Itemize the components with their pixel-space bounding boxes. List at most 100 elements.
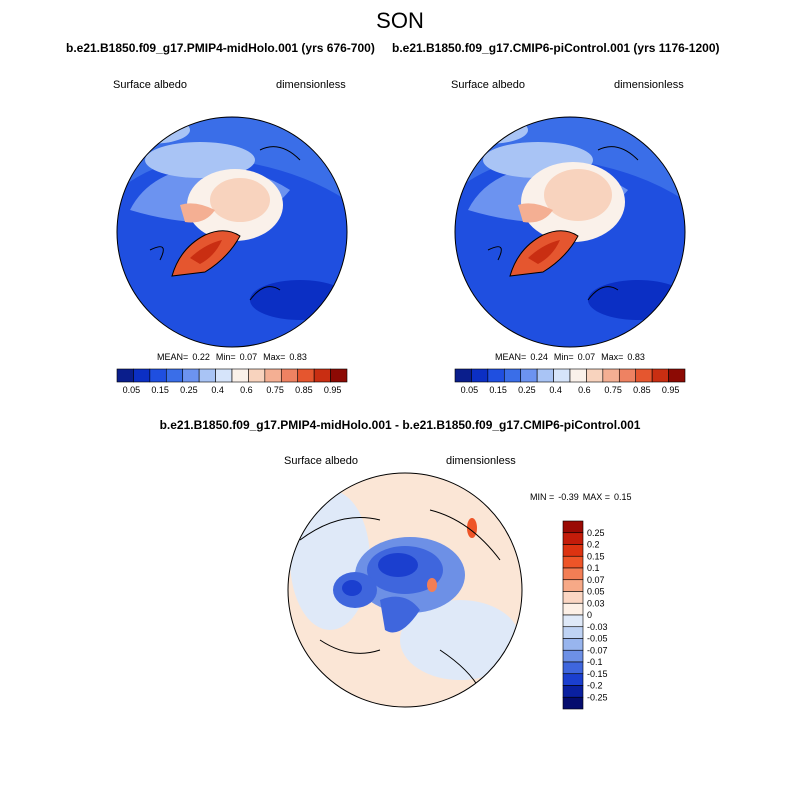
diff-colorbar-swatch	[562, 602, 584, 616]
panel1-map	[117, 117, 347, 347]
diff-colorbar-tick-label: 0.07	[587, 575, 605, 585]
panel2-min-value: 0.07	[578, 352, 596, 362]
diff-colorbar-swatch	[562, 638, 584, 651]
diff-colorbar-tick-label: 0.05	[587, 587, 605, 597]
diff-map-border	[287, 472, 523, 708]
diff-units-label: dimensionless	[446, 455, 516, 467]
panel2-colorbar-swatch	[471, 368, 489, 383]
panel1-colorbar-tick-label: 0.95	[324, 385, 342, 395]
diff-colorbar-tick-label: -0.07	[587, 645, 608, 655]
panel1-variable-label: Surface albedo	[113, 79, 187, 91]
panel1-colorbar-swatch	[231, 368, 249, 383]
panel1-map-border	[116, 116, 348, 348]
diff-colorbar-swatch	[562, 696, 584, 710]
panel2-colorbar-tick-label: 0.05	[461, 385, 479, 395]
diff-colorbar-swatch	[562, 614, 584, 628]
panel2-variable-label: Surface albedo	[451, 79, 525, 91]
diff-colorbar-tick-label: 0.2	[587, 540, 600, 550]
panel1-colorbar: 0.05 0.15 0.25 0.4 0.6 0.75 0.85 0.95	[116, 368, 348, 395]
panel1-units-label: dimensionless	[276, 79, 346, 91]
diff-colorbar-tick-label: -0.1	[587, 657, 603, 667]
panel1-colorbar-swatch	[264, 368, 282, 383]
diff-colorbar-tick-label: -0.2	[587, 681, 603, 691]
diff-colorbar-swatch	[562, 673, 584, 686]
panel1-colorbar-swatch	[297, 368, 315, 383]
diff-min-value: -0.39	[558, 492, 579, 502]
diff-colorbar-swatch	[562, 532, 584, 545]
diff-colorbar-swatch	[562, 685, 584, 698]
diff-colorbar-tick-label: 0.15	[587, 551, 605, 561]
diff-case-title: b.e21.B1850.f09_g17.PMIP4-midHolo.001 - …	[159, 418, 641, 432]
panel1-max-value: 0.83	[289, 352, 307, 362]
panel2-colorbar-tick-label: 0.75	[604, 385, 622, 395]
figure-title: SON	[376, 8, 424, 33]
panel2-map-border	[454, 116, 686, 348]
panel2-map	[455, 117, 685, 347]
panel2-mean-value: 0.24	[530, 352, 548, 362]
panel1-colorbar-swatch	[215, 368, 233, 383]
diff-colorbar-swatch	[562, 555, 584, 569]
panel1-colorbar-swatch	[149, 368, 167, 383]
panel2-colorbar-tick-label: 0.4	[549, 385, 562, 395]
panel1-colorbar-swatch	[198, 368, 216, 383]
panel2-colorbar-swatch	[602, 368, 620, 383]
panel1-min-value: 0.07	[240, 352, 258, 362]
diff-colorbar-tick-label: -0.25	[587, 692, 608, 702]
panel2-colorbar-tick-label: 0.85	[633, 385, 651, 395]
diff-colorbar-swatch	[562, 591, 584, 604]
panel1-colorbar-tick-label: 0.75	[266, 385, 284, 395]
panel1-mean-value: 0.22	[192, 352, 210, 362]
panel1-colorbar-swatch	[248, 368, 266, 383]
diff-stats: MIN = -0.39 MAX = 0.15	[530, 492, 632, 502]
diff-colorbar-tick-label: 0.25	[587, 528, 605, 538]
panel2-colorbar-swatch	[586, 368, 604, 383]
panel1-colorbar-swatch	[133, 368, 151, 383]
diff-colorbar-swatch	[562, 579, 584, 592]
diff-colorbar-tick-label: 0.03	[587, 598, 605, 608]
panel1-colorbar-swatch	[116, 368, 134, 383]
diff-colorbar-swatch	[562, 544, 584, 557]
panel2-colorbar-swatch	[668, 368, 686, 383]
panel2-colorbar-swatch	[651, 368, 669, 383]
panel2-colorbar: 0.05 0.15 0.25 0.4 0.6 0.75 0.85 0.95	[454, 368, 686, 395]
panel2-colorbar-tick-label: 0.95	[662, 385, 680, 395]
panel1-colorbar-tick-label: 0.85	[295, 385, 313, 395]
diff-colorbar-tick-label: 0	[587, 610, 592, 620]
diff-colorbar-tick-label: -0.15	[587, 669, 608, 679]
panel2-colorbar-swatch	[635, 368, 653, 383]
panel2-colorbar-swatch	[553, 368, 571, 383]
panel1-colorbar-tick-label: 0.15	[151, 385, 169, 395]
panel1-colorbar-swatch	[182, 368, 200, 383]
panel2-colorbar-swatch	[454, 368, 472, 383]
panel2-colorbar-tick-label: 0.25	[518, 385, 536, 395]
diff-map	[288, 473, 522, 707]
panel2-colorbar-swatch	[618, 368, 637, 383]
panel2-colorbar-swatch	[520, 368, 538, 383]
panel2-colorbar-swatch	[536, 368, 554, 383]
diff-colorbar-tick-label: -0.05	[587, 634, 608, 644]
panel1-colorbar-swatch	[330, 368, 348, 383]
panel2-mean-label: MEAN=	[495, 352, 526, 362]
panel2-max-value: 0.83	[627, 352, 645, 362]
diff-variable-label: Surface albedo	[284, 455, 358, 467]
diff-colorbar-swatch	[562, 661, 584, 675]
panel2-colorbar-swatch	[503, 368, 522, 383]
panel2-stats: MEAN= 0.24 Min= 0.07 Max= 0.83	[495, 352, 645, 362]
panel1-colorbar-swatch	[280, 368, 299, 383]
panel1-colorbar-swatch	[165, 368, 184, 383]
panel1-colorbar-tick-label: 0.25	[180, 385, 198, 395]
diff-max-value: 0.15	[614, 492, 632, 502]
diff-colorbar-tick-label: -0.03	[587, 622, 608, 632]
panel2-case-title: b.e21.B1850.f09_g17.CMIP6-piControl.001 …	[392, 41, 720, 55]
panel1-colorbar-tick-label: 0.05	[123, 385, 141, 395]
diff-colorbar-tick-label: 0.1	[587, 563, 600, 573]
panel2-colorbar-swatch	[569, 368, 587, 383]
diff-colorbar: 0.250.20.150.10.070.050.030-0.03-0.05-0.…	[562, 520, 608, 710]
diff-colorbar-swatch	[562, 649, 584, 663]
panel1-colorbar-swatch	[313, 368, 331, 383]
diff-colorbar-swatch	[562, 567, 584, 581]
panel1-mean-label: MEAN=	[157, 352, 188, 362]
panel2-units-label: dimensionless	[614, 79, 684, 91]
panel1-colorbar-tick-label: 0.4	[211, 385, 224, 395]
